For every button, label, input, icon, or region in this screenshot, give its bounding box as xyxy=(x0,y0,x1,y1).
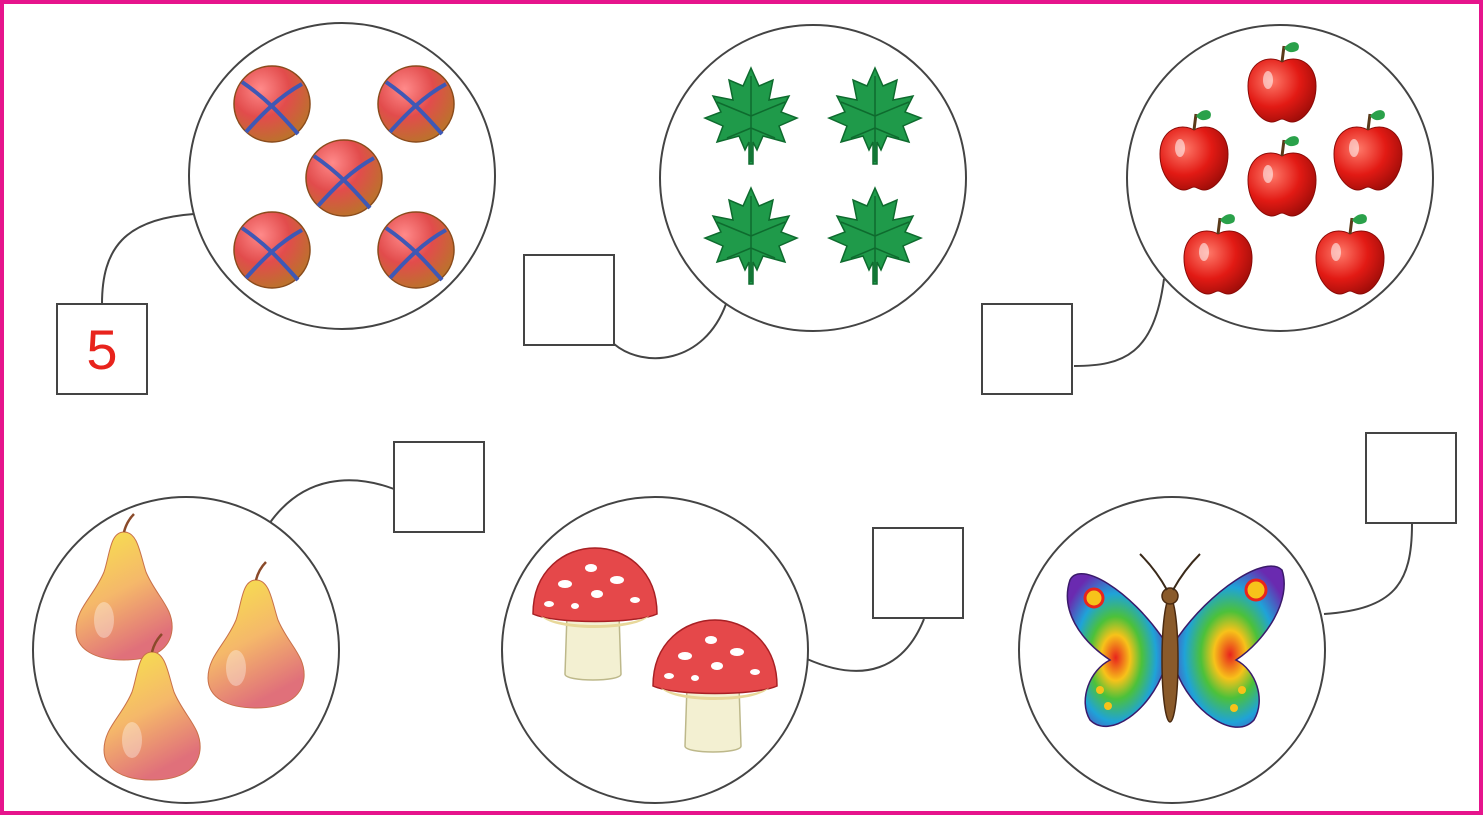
butterfly-icon xyxy=(1066,553,1285,728)
answer-box-mushrooms[interactable] xyxy=(872,527,964,619)
ball-icon xyxy=(377,65,455,143)
picture-circle-apples xyxy=(1126,24,1434,332)
ball-icon xyxy=(233,65,311,143)
mushroom-icon xyxy=(532,547,658,681)
apple-icon xyxy=(1332,108,1404,192)
ball-icon xyxy=(377,211,455,289)
picture-circle-mushrooms xyxy=(501,496,809,804)
answer-box-butterfly[interactable] xyxy=(1365,432,1457,524)
connector-5 xyxy=(806,618,925,672)
maple-leaf-icon xyxy=(828,187,922,285)
maple-leaf-icon xyxy=(704,67,798,165)
answer-box-apples[interactable] xyxy=(981,303,1073,395)
picture-circle-balls xyxy=(188,22,496,330)
answer-box-leaves[interactable] xyxy=(523,254,615,346)
connector-3 xyxy=(1073,278,1165,367)
connector-4 xyxy=(268,479,395,525)
connector-lines xyxy=(101,213,1413,672)
maple-leaf-icon xyxy=(704,187,798,285)
picture-circle-leaves xyxy=(659,24,967,332)
apple-icon xyxy=(1314,212,1386,296)
ball-icon xyxy=(305,139,383,217)
answer-box-pears[interactable] xyxy=(393,441,485,533)
pear-icon xyxy=(206,560,306,710)
apple-icon xyxy=(1182,212,1254,296)
maple-leaf-icon xyxy=(828,67,922,165)
mushroom-icon xyxy=(652,619,778,753)
picture-circle-butterfly xyxy=(1018,496,1326,804)
answer-box-balls[interactable]: 5 xyxy=(56,303,148,395)
apple-icon xyxy=(1246,40,1318,124)
apple-icon xyxy=(1246,134,1318,218)
connector-6 xyxy=(1323,523,1413,615)
ball-icon xyxy=(233,211,311,289)
connector-1 xyxy=(101,213,195,305)
apple-icon xyxy=(1158,108,1230,192)
picture-circle-pears xyxy=(32,496,340,804)
connector-2 xyxy=(613,303,727,360)
